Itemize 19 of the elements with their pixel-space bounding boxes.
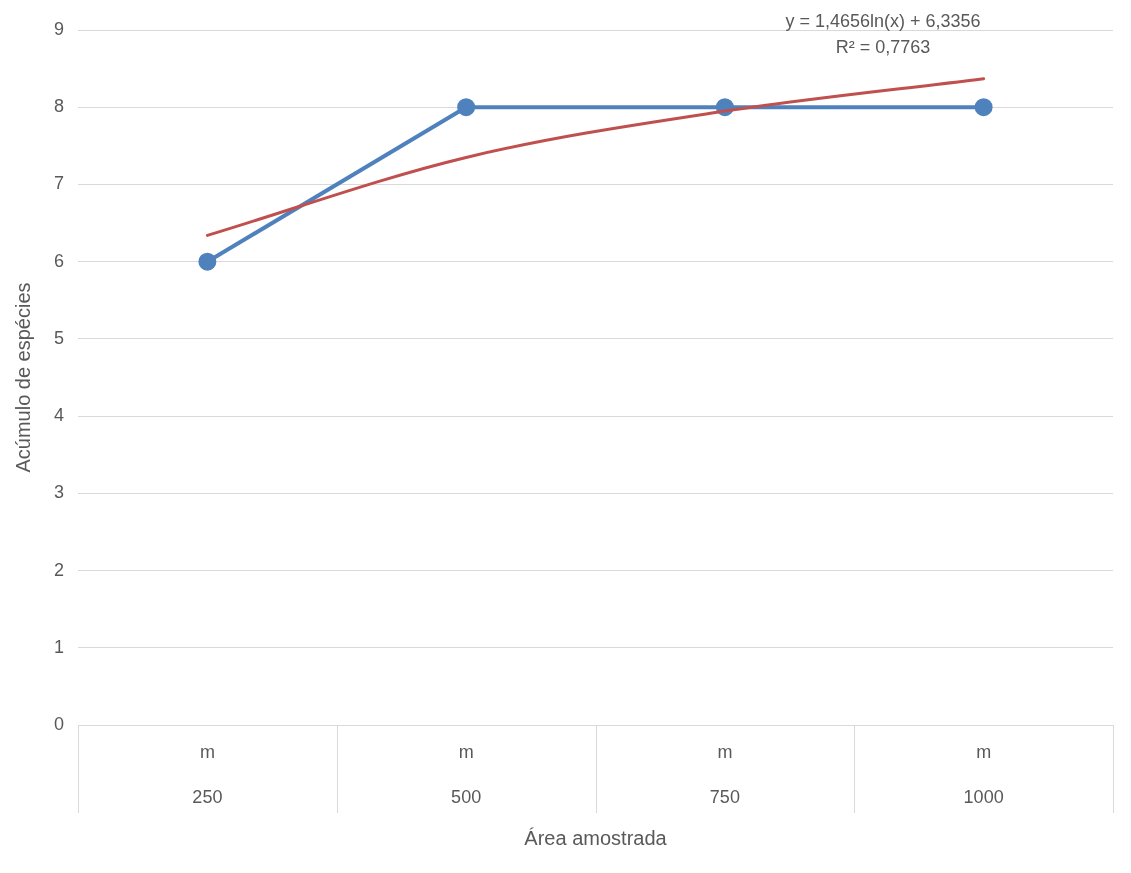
annotation: R² = 0,7763 [835,36,931,57]
y-tick-label: 9 [54,18,65,39]
y-tick-label: 3 [54,482,65,503]
y-tick-label: 7 [54,173,65,194]
y-tick-label: 2 [54,559,65,580]
y-tick-label: 0 [54,713,65,734]
y-tick-label: 4 [54,405,65,426]
y-tick-label: 6 [54,250,65,271]
category-label: m 1000 [963,742,1004,808]
category-label: m 250 [192,742,223,808]
y-tick-label: 1 [54,636,65,657]
annotation: y = 1,4656ln(x) + 6,3356 [785,10,981,31]
y-tick-label: 8 [54,96,65,117]
x-axis-title: Área amostrada [524,826,668,849]
category-label: m 500 [451,742,482,808]
y-tick-label: 5 [54,327,65,348]
line-series [205,77,986,237]
y-axis-title: Acúmulo de espécies [11,282,34,473]
category-label: m 750 [709,742,740,808]
